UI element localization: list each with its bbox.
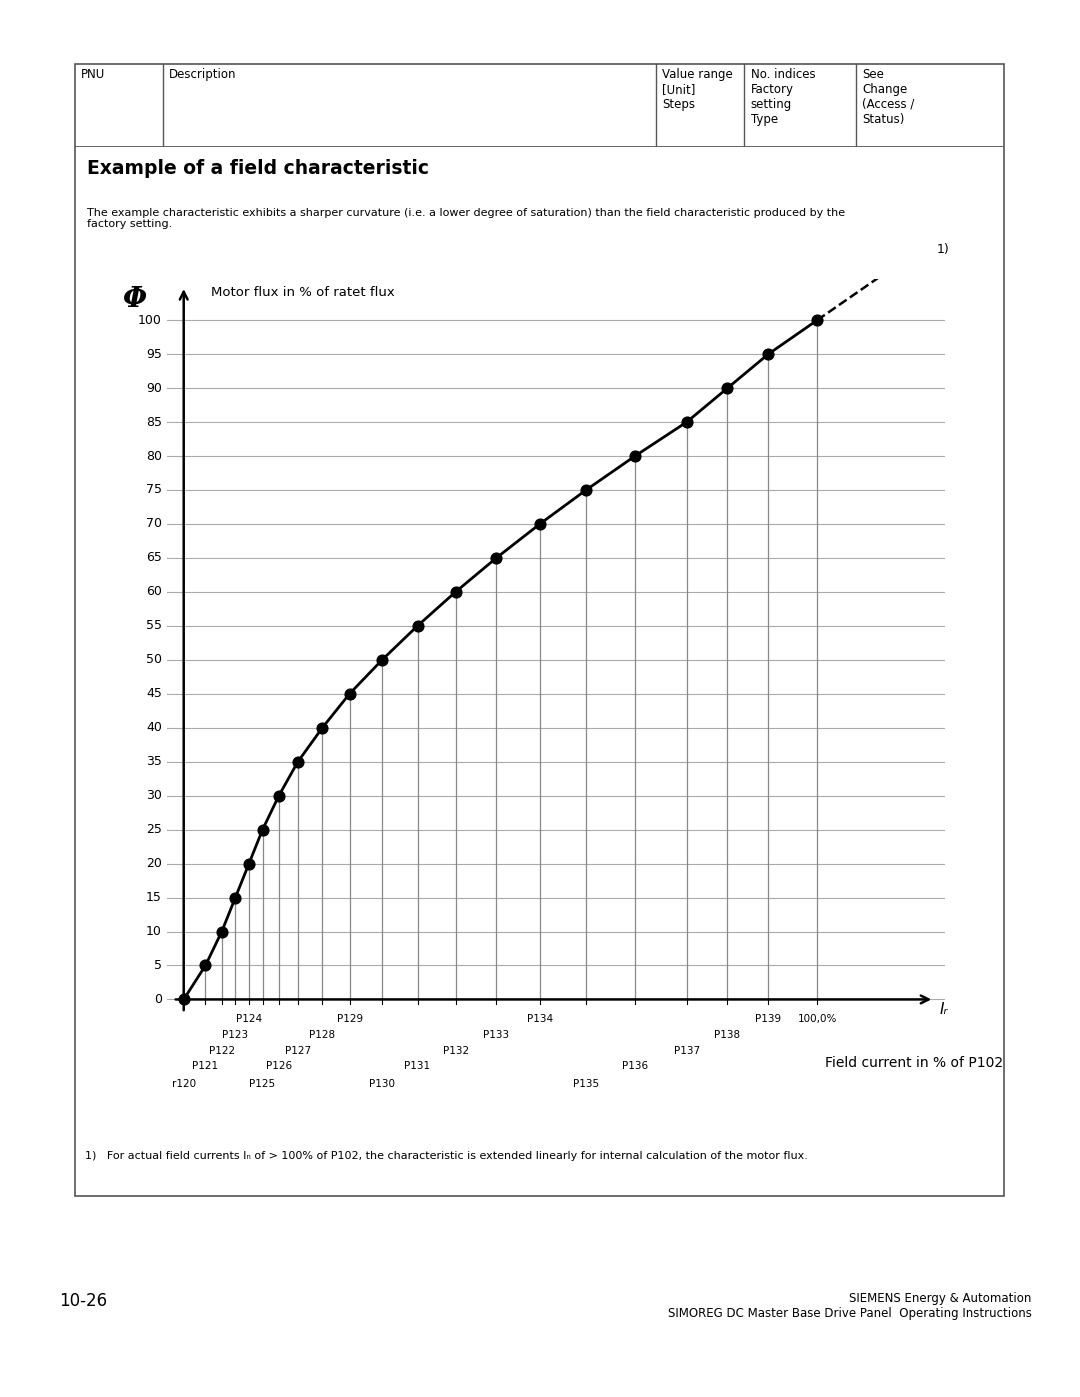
- Text: r120: r120: [172, 1078, 195, 1088]
- Point: [409, 615, 427, 637]
- Text: 90: 90: [146, 381, 162, 394]
- Text: P130: P130: [369, 1078, 395, 1088]
- Text: 55: 55: [146, 619, 162, 633]
- Text: 40: 40: [146, 721, 162, 735]
- Point: [626, 444, 644, 467]
- Text: Φ: Φ: [123, 286, 147, 313]
- Text: 35: 35: [146, 756, 162, 768]
- Text: 20: 20: [146, 858, 162, 870]
- Text: P139: P139: [755, 1014, 781, 1024]
- Point: [289, 750, 307, 773]
- Text: P136: P136: [622, 1062, 648, 1071]
- Text: 85: 85: [146, 415, 162, 429]
- Text: Description: Description: [170, 67, 237, 81]
- Text: 75: 75: [146, 483, 162, 496]
- Text: 5: 5: [154, 958, 162, 972]
- Point: [809, 309, 826, 331]
- Text: The example characteristic exhibits a sharper curvature (i.e. a lower degree of : The example characteristic exhibits a sh…: [87, 208, 846, 229]
- Text: Iᵣ: Iᵣ: [940, 1002, 948, 1017]
- Text: P123: P123: [222, 1030, 248, 1039]
- Text: 95: 95: [146, 348, 162, 360]
- Text: P128: P128: [309, 1030, 336, 1039]
- Text: 80: 80: [146, 450, 162, 462]
- Text: 1)   For actual field currents Iₙ of > 100% of P102, the characteristic is exten: 1) For actual field currents Iₙ of > 100…: [84, 1151, 808, 1161]
- Text: 1): 1): [936, 243, 949, 256]
- Point: [197, 954, 214, 977]
- Point: [341, 683, 359, 705]
- Point: [759, 342, 777, 365]
- Point: [270, 785, 287, 807]
- Text: 10-26: 10-26: [59, 1292, 108, 1310]
- Point: [213, 921, 230, 943]
- Text: P134: P134: [527, 1014, 553, 1024]
- Point: [175, 988, 192, 1010]
- Text: P124: P124: [235, 1014, 262, 1024]
- Text: 50: 50: [146, 654, 162, 666]
- Point: [447, 581, 464, 604]
- Text: P138: P138: [715, 1030, 741, 1039]
- Text: 100,0%: 100,0%: [797, 1014, 837, 1024]
- Text: Value range
[Unit]
Steps: Value range [Unit] Steps: [662, 67, 733, 110]
- Point: [254, 819, 271, 841]
- Text: P126: P126: [266, 1062, 292, 1071]
- Text: See
Change
(Access /
Status): See Change (Access / Status): [862, 67, 915, 126]
- Point: [578, 479, 595, 502]
- Text: P132: P132: [443, 1045, 469, 1056]
- Text: 0: 0: [154, 993, 162, 1006]
- Point: [313, 717, 330, 739]
- Point: [719, 377, 737, 400]
- Text: P127: P127: [285, 1045, 311, 1056]
- Text: P133: P133: [484, 1030, 510, 1039]
- Text: 65: 65: [146, 552, 162, 564]
- Text: Example of a field characteristic: Example of a field characteristic: [87, 159, 429, 179]
- Text: P129: P129: [337, 1014, 363, 1024]
- Text: 30: 30: [146, 789, 162, 802]
- Point: [531, 513, 549, 535]
- Point: [227, 886, 244, 908]
- Text: PNU: PNU: [81, 67, 105, 81]
- Text: Field current in % of P102: Field current in % of P102: [825, 1056, 1003, 1070]
- Point: [678, 411, 696, 433]
- Text: P125: P125: [249, 1078, 275, 1088]
- Text: 25: 25: [146, 823, 162, 837]
- Text: 45: 45: [146, 687, 162, 700]
- Text: P121: P121: [192, 1062, 218, 1071]
- Text: P131: P131: [405, 1062, 431, 1071]
- Text: SIEMENS Energy & Automation
SIMOREG DC Master Base Drive Panel  Operating Instru: SIEMENS Energy & Automation SIMOREG DC M…: [667, 1292, 1031, 1320]
- Point: [241, 852, 258, 875]
- Text: No. indices
Factory
setting
Type: No. indices Factory setting Type: [751, 67, 815, 126]
- Text: P135: P135: [573, 1078, 599, 1088]
- Text: 70: 70: [146, 517, 162, 531]
- Text: 15: 15: [146, 891, 162, 904]
- Text: P137: P137: [674, 1045, 700, 1056]
- Point: [374, 648, 391, 671]
- Text: Motor flux in % of ratet flux: Motor flux in % of ratet flux: [211, 286, 394, 299]
- Text: 60: 60: [146, 585, 162, 598]
- Text: 10: 10: [146, 925, 162, 937]
- Text: P122: P122: [208, 1045, 234, 1056]
- Text: 100: 100: [138, 314, 162, 327]
- Point: [488, 546, 505, 569]
